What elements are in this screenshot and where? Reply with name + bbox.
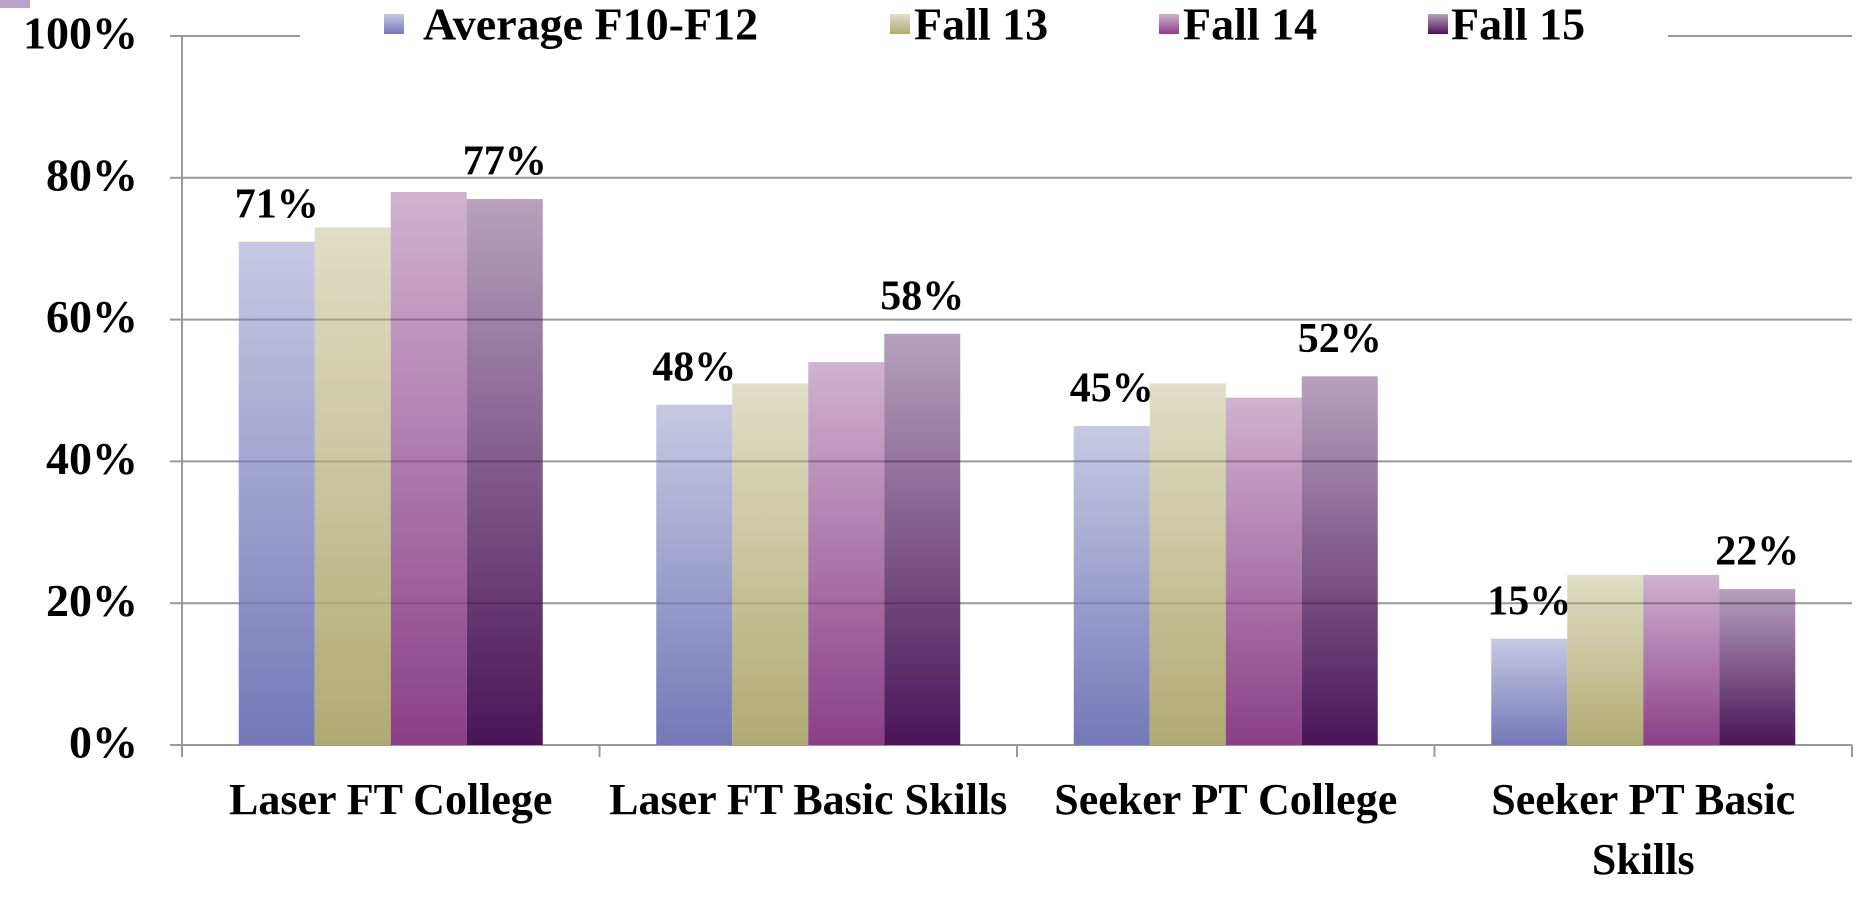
bar [238, 241, 315, 746]
x-tick-label: Laser FT College [229, 775, 553, 824]
legend-swatch [384, 14, 404, 34]
legend-swatch [1428, 14, 1448, 34]
x-tick-label-box: Seeker PT College [1054, 775, 1398, 824]
bar [1643, 574, 1720, 745]
x-tick-label-box: Seeker PT Basic Skills [1491, 775, 1796, 884]
y-tick-label: 40% [46, 433, 138, 484]
bar [390, 191, 467, 746]
bar [1225, 397, 1302, 745]
data-label: 15% [1487, 578, 1571, 624]
bar [1301, 376, 1378, 745]
bar [1491, 638, 1568, 745]
y-tick-label: 80% [46, 149, 138, 200]
y-tick-label: 100% [23, 8, 138, 59]
x-tick-label: Seeker PT Basic Skills [1491, 775, 1796, 884]
bar [732, 383, 809, 745]
data-label: 58% [880, 273, 964, 319]
x-tick-label: Seeker PT College [1054, 775, 1398, 824]
bar [1719, 589, 1796, 745]
bar [314, 227, 391, 745]
bar [884, 333, 961, 745]
data-label: 48% [652, 344, 736, 390]
legend-label: Fall 13 [914, 0, 1048, 50]
bar [1149, 383, 1226, 745]
data-label: 45% [1070, 366, 1154, 412]
data-label: 52% [1298, 316, 1382, 362]
legend-label: Fall 14 [1183, 0, 1317, 50]
bar [1073, 425, 1150, 745]
bar [656, 404, 733, 745]
data-label: 77% [463, 139, 547, 185]
x-tick-label-box: Laser FT College [229, 775, 553, 824]
bar [466, 199, 543, 745]
y-tick-label: 20% [46, 575, 138, 626]
data-label: 71% [235, 181, 319, 227]
legend-label: Average F10-F12 [423, 0, 758, 50]
data-label: 22% [1715, 529, 1799, 575]
x-tick-label-box: Laser FT Basic Skills [609, 775, 1008, 824]
x-tick-label: Laser FT Basic Skills [609, 775, 1008, 824]
legend-swatch [890, 14, 910, 34]
legend-swatch [1159, 14, 1179, 34]
bar [1567, 574, 1644, 745]
y-tick-label: 0% [69, 717, 138, 768]
legend-label: Fall 15 [1451, 0, 1585, 50]
y-tick-label: 60% [46, 291, 138, 342]
bar [808, 362, 885, 745]
corner-decoration [0, 0, 30, 8]
